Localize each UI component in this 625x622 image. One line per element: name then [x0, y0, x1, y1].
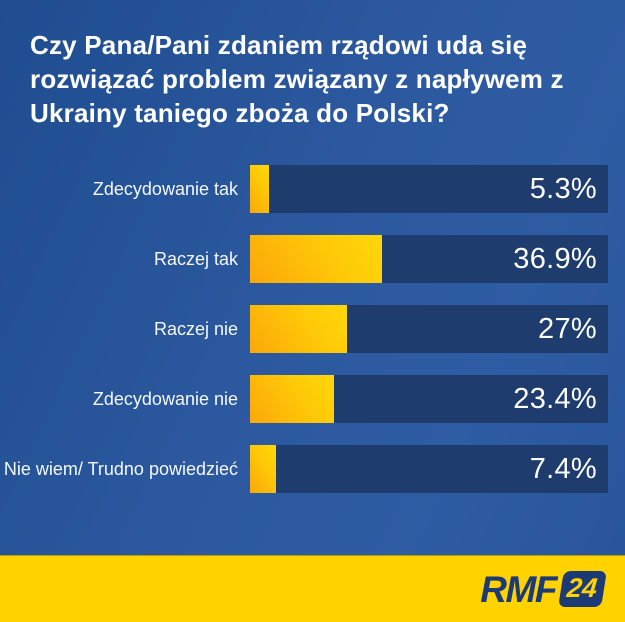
bar-value-label: 27% — [538, 312, 597, 345]
bar-fill — [250, 445, 277, 493]
bar-row: Zdecydowanie tak 5.3% — [0, 165, 625, 213]
bar-category-label: Zdecydowanie tak — [92, 179, 238, 199]
footer-strip: RMF 24 — [0, 555, 625, 622]
bar-row: Raczej nie 27% — [0, 305, 625, 353]
bar-category-label: Zdecydowanie nie — [92, 389, 238, 409]
bar-category-label: Raczej nie — [153, 319, 238, 339]
bar-value-label: 36.9% — [513, 242, 597, 275]
survey-question-title: Czy Pana/Pani zdaniem rządowi uda się ro… — [30, 30, 564, 128]
rmf-logo-text: RMF — [480, 568, 557, 610]
bar-fill — [250, 165, 269, 213]
bar-row: Zdecydowanie nie 23.4% — [0, 375, 625, 423]
rmf24-logo: RMF 24 — [480, 568, 607, 610]
bar-value-label: 7.4% — [529, 452, 597, 485]
bar-track: 7.4% — [250, 445, 608, 493]
bar-row: Nie wiem/ Trudno powiedzieć 7.4% — [0, 445, 625, 493]
bar-value-label: 23.4% — [513, 382, 597, 415]
bar-category-label: Raczej tak — [153, 249, 238, 269]
bar-fill — [250, 305, 347, 353]
bar-track: 23.4% — [250, 375, 608, 423]
rmf24-badge: 24 — [558, 571, 607, 607]
rmf24-badge-number: 24 — [565, 573, 599, 603]
bar-chart: Zdecydowanie tak 5.3% Raczej tak 36.9% Racze… — [0, 165, 625, 515]
bar-fill — [250, 235, 383, 283]
bar-value-label: 5.3% — [529, 172, 597, 205]
bar-fill — [250, 375, 334, 423]
bar-track: 5.3% — [250, 165, 608, 213]
bar-track: 27% — [250, 305, 608, 353]
bar-row: Raczej tak 36.9% — [0, 235, 625, 283]
bar-category-label: Nie wiem/ Trudno powiedzieć — [3, 459, 238, 479]
bar-track: 36.9% — [250, 235, 608, 283]
